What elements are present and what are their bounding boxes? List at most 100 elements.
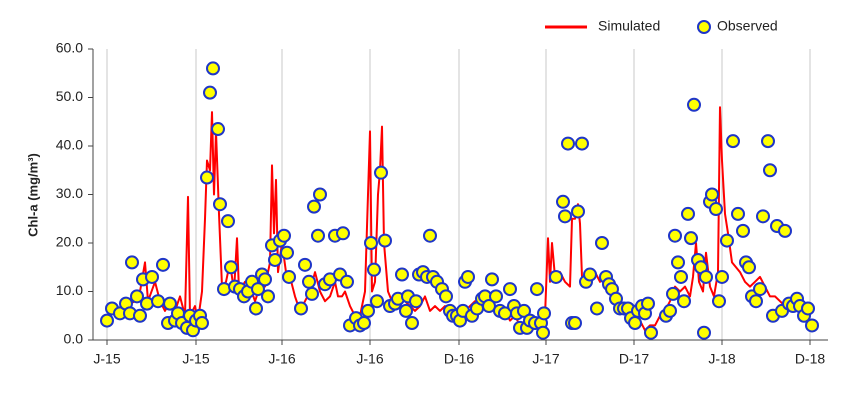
point	[749, 294, 763, 309]
x-tick-label: J-17	[532, 351, 559, 367]
point	[203, 85, 217, 100]
point	[575, 136, 589, 151]
y-tick-label: 50.0	[56, 88, 83, 104]
point	[461, 269, 475, 284]
point	[489, 289, 503, 304]
point	[268, 252, 282, 267]
point	[156, 257, 170, 272]
point	[709, 202, 723, 217]
point	[590, 301, 604, 316]
point	[805, 318, 819, 333]
point	[302, 274, 316, 289]
point	[663, 303, 677, 318]
point	[537, 306, 551, 321]
x-tick-label: J-16	[268, 351, 295, 367]
point	[163, 296, 177, 311]
point	[294, 301, 308, 316]
y-tick-label: 20.0	[56, 234, 83, 250]
point	[439, 289, 453, 304]
point	[249, 301, 263, 316]
point	[684, 231, 698, 246]
point	[674, 269, 688, 284]
point	[705, 187, 719, 202]
point	[697, 325, 711, 340]
point	[364, 236, 378, 250]
point	[568, 316, 582, 331]
point	[530, 282, 544, 297]
point	[200, 170, 214, 185]
y-tick-label: 60.0	[56, 40, 83, 56]
point	[145, 269, 159, 284]
point	[217, 282, 231, 297]
point	[213, 197, 227, 212]
point	[720, 233, 734, 248]
point	[671, 255, 685, 270]
point	[558, 209, 572, 224]
point	[666, 286, 680, 301]
point	[756, 209, 770, 224]
point	[536, 325, 550, 340]
point	[251, 282, 265, 297]
point	[517, 303, 531, 318]
legend-swatch	[697, 20, 711, 34]
y-tick-label: 10.0	[56, 282, 83, 298]
point	[374, 165, 388, 180]
y-tick-label: 40.0	[56, 137, 83, 153]
point	[409, 294, 423, 309]
y-axis-label: Chl-a (mg/m³)	[25, 153, 40, 237]
point	[258, 272, 272, 287]
point	[668, 228, 682, 243]
x-tick-label: D-17	[619, 351, 650, 367]
point	[261, 289, 275, 304]
point	[556, 194, 570, 209]
point	[405, 316, 419, 331]
point	[687, 97, 701, 112]
point	[151, 294, 165, 309]
point	[311, 228, 325, 243]
point	[628, 316, 642, 331]
legend-label: Observed	[717, 18, 778, 34]
point	[726, 134, 740, 149]
point	[753, 282, 767, 297]
point	[100, 313, 114, 328]
point	[761, 134, 775, 149]
point	[399, 303, 413, 318]
point	[736, 223, 750, 238]
point	[367, 262, 381, 277]
x-tick-label: D-18	[795, 351, 826, 367]
point	[712, 294, 726, 309]
point	[298, 257, 312, 272]
point	[715, 269, 729, 284]
y-tick-label: 30.0	[56, 185, 83, 201]
point	[224, 260, 238, 275]
point	[307, 199, 321, 214]
point	[195, 316, 209, 331]
y-tick-label: 0.0	[64, 331, 84, 347]
point	[571, 204, 585, 219]
x-tick-label: D-16	[444, 351, 475, 367]
point	[370, 294, 384, 309]
point	[221, 214, 235, 229]
legend-label: Simulated	[598, 18, 660, 34]
point	[357, 316, 371, 331]
point	[277, 228, 291, 243]
x-tick-label: J-15	[93, 351, 120, 367]
point	[206, 61, 220, 76]
point	[361, 303, 375, 318]
point	[731, 206, 745, 221]
point	[681, 206, 695, 221]
point	[595, 236, 609, 250]
point	[282, 269, 296, 284]
point	[778, 223, 792, 238]
point	[485, 272, 499, 287]
point	[395, 267, 409, 282]
point	[644, 325, 658, 340]
point	[336, 226, 350, 241]
point	[313, 187, 327, 202]
point	[699, 269, 713, 284]
point	[763, 163, 777, 178]
x-tick-label: J-15	[182, 351, 209, 367]
x-tick-label: J-18	[708, 351, 735, 367]
point	[503, 282, 517, 297]
